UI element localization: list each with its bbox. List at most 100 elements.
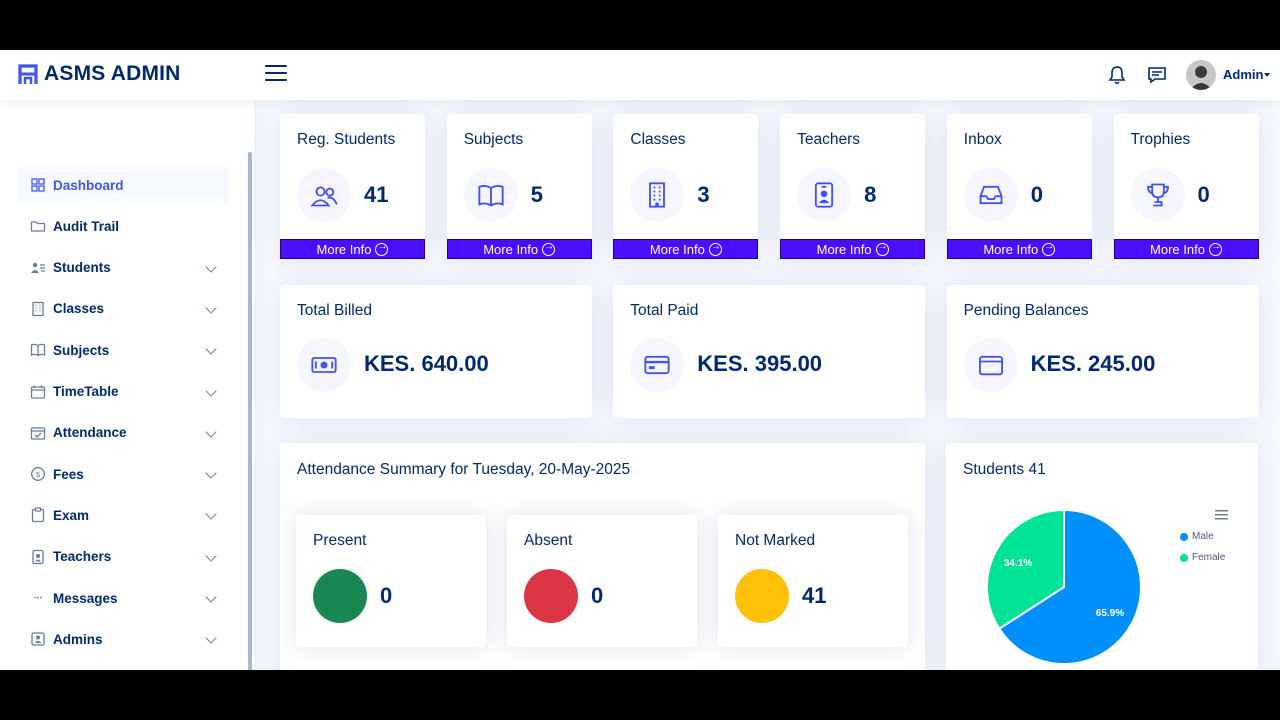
stat-card-title: Classes	[630, 131, 686, 148]
chevron-down-icon[interactable]	[205, 550, 217, 562]
more-info-button[interactable]: More Info	[1113, 239, 1259, 259]
sidebar-item-attendance[interactable]: Attendance	[17, 415, 229, 451]
person-badge-icon	[814, 182, 834, 208]
cash-icon	[311, 357, 337, 373]
stat-card-teachers: Teachers 8 More Info	[780, 114, 926, 259]
sidebar-item-label: Admins	[53, 631, 103, 647]
stat-card-value: 0	[1197, 182, 1210, 207]
arrow-circle-right-icon	[375, 241, 389, 256]
chevron-down-icon[interactable]	[205, 302, 217, 314]
person-badge-icon	[32, 549, 44, 564]
more-info-button[interactable]: More Info	[280, 239, 425, 259]
user-name[interactable]: Admin	[1223, 67, 1264, 82]
stat-card-reg-students: Reg. Students 41 More Info	[280, 114, 425, 259]
person-lines-icon	[31, 262, 45, 273]
sidebar-item-dashboard[interactable]: Dashboard	[17, 167, 229, 203]
finance-card-value: KES. 395.00	[697, 351, 823, 376]
sidebar-item-label: Fees	[53, 466, 84, 482]
stat-icon-circle	[963, 168, 1018, 222]
stat-card-value: 8	[864, 182, 877, 207]
sidebar-item-fees[interactable]: $ Fees	[17, 456, 229, 492]
chevron-down-icon[interactable]	[205, 260, 217, 273]
sidebar-item-messages[interactable]: Messages	[17, 580, 229, 616]
sidebar-item-exam[interactable]: Exam	[17, 497, 229, 533]
stat-card-title: Trophies	[1130, 131, 1191, 148]
svg-text:$: $	[35, 470, 40, 479]
sidebar-item-subjects[interactable]: Subjects	[17, 332, 229, 368]
sidebar-item-label: Subjects	[53, 342, 110, 358]
status-dot	[735, 569, 789, 623]
arrow-circle-right-icon	[1042, 241, 1056, 256]
pie-slice-male[interactable]	[997, 508, 1142, 665]
avatar[interactable]	[1186, 60, 1216, 90]
legend-item-female[interactable]: Female	[1180, 552, 1225, 563]
sidebar-item-label: Students	[53, 260, 111, 276]
chevron-down-icon[interactable]	[205, 343, 217, 355]
legend-dot	[1180, 553, 1188, 562]
sidebar-item-timetable[interactable]: TimeTable	[17, 374, 229, 410]
inbox-icon	[979, 185, 1003, 205]
attendance-title: Attendance Summary for Tuesday, 20-May-2…	[297, 461, 631, 478]
more-info-button[interactable]: More Info	[613, 239, 759, 259]
more-info-label: More Info	[1150, 241, 1205, 257]
people-icon	[310, 186, 338, 207]
sidebar-item-teachers[interactable]: Teachers	[17, 539, 229, 575]
person-square-icon	[31, 632, 45, 646]
arrow-circle-right-icon	[542, 241, 556, 256]
chevron-down-icon[interactable]	[205, 508, 217, 521]
chevron-down-icon[interactable]	[205, 632, 217, 644]
chevron-down-icon[interactable]	[205, 384, 217, 397]
pie-label-male: 65.9%	[1096, 608, 1124, 619]
chevron-down-icon[interactable]	[205, 426, 217, 438]
stat-card-subjects: Subjects 5 More Info	[446, 114, 592, 259]
bell-icon[interactable]	[1106, 64, 1128, 86]
chat-dots-icon	[34, 596, 42, 599]
wallet-icon	[978, 355, 1003, 376]
logo[interactable]: ASMS ADMIN	[18, 62, 181, 86]
chevron-down-icon[interactable]	[205, 591, 217, 603]
credit-card-icon	[644, 355, 670, 375]
sidebar-scrollbar[interactable]	[248, 152, 252, 670]
trophy-icon	[1146, 183, 1169, 207]
chevron-down-icon[interactable]	[205, 467, 217, 479]
sidebar: Dashboard Audit Trail Students Classes Subje…	[0, 100, 254, 670]
legend-item-male[interactable]: Male	[1180, 531, 1214, 542]
more-info-label: More Info	[316, 241, 372, 257]
sidebar-item-admins[interactable]: Admins	[17, 621, 229, 657]
attendance-label: Not Marked	[735, 532, 816, 549]
sidebar-item-students[interactable]: Students	[17, 250, 229, 286]
more-info-label: More Info	[983, 241, 1039, 257]
finance-icon-circle	[630, 338, 685, 392]
sidebar-item-label: Dashboard	[53, 177, 124, 193]
sidebar-item-school-period[interactable]: School Period	[17, 663, 229, 670]
sidebar-item-classes[interactable]: Classes	[17, 291, 229, 327]
sidebar-item-label: Classes	[53, 301, 105, 317]
status-dot	[313, 569, 367, 623]
pie-slice-female[interactable]	[986, 508, 1065, 631]
grid-icon	[31, 178, 45, 192]
book-icon	[30, 343, 46, 357]
calendar-check-icon	[30, 427, 46, 440]
finance-card-total-billed: Total Billed KES. 640.00	[280, 285, 592, 418]
chat-icon[interactable]	[1146, 64, 1168, 86]
finance-card-value: KES. 640.00	[364, 351, 489, 376]
status-dot	[524, 569, 578, 623]
more-info-button[interactable]: More Info	[946, 239, 1092, 259]
stat-card-value: 3	[697, 182, 710, 207]
more-info-button[interactable]: More Info	[780, 239, 926, 259]
sidebar-item-audit-trail[interactable]: Audit Trail	[17, 208, 229, 244]
students-chart-title: Students 41	[963, 461, 1046, 478]
legend-label: Male	[1192, 531, 1214, 542]
chart-menu-icon[interactable]	[1214, 509, 1230, 521]
more-info-label: More Info	[816, 241, 872, 257]
caret-down-icon[interactable]	[1264, 73, 1270, 77]
pie-label-female: 34.1%	[1004, 558, 1032, 569]
building-icon	[649, 182, 666, 208]
finance-card-title: Total Billed	[297, 302, 372, 319]
stat-card-trophies: Trophies 0 More Info	[1113, 114, 1259, 259]
arrow-circle-right-icon	[1208, 241, 1222, 256]
more-info-button[interactable]: More Info	[446, 239, 592, 259]
menu-icon[interactable]	[265, 65, 287, 85]
book-icon	[478, 184, 504, 207]
attendance-not-marked: Not Marked 41	[718, 515, 908, 647]
